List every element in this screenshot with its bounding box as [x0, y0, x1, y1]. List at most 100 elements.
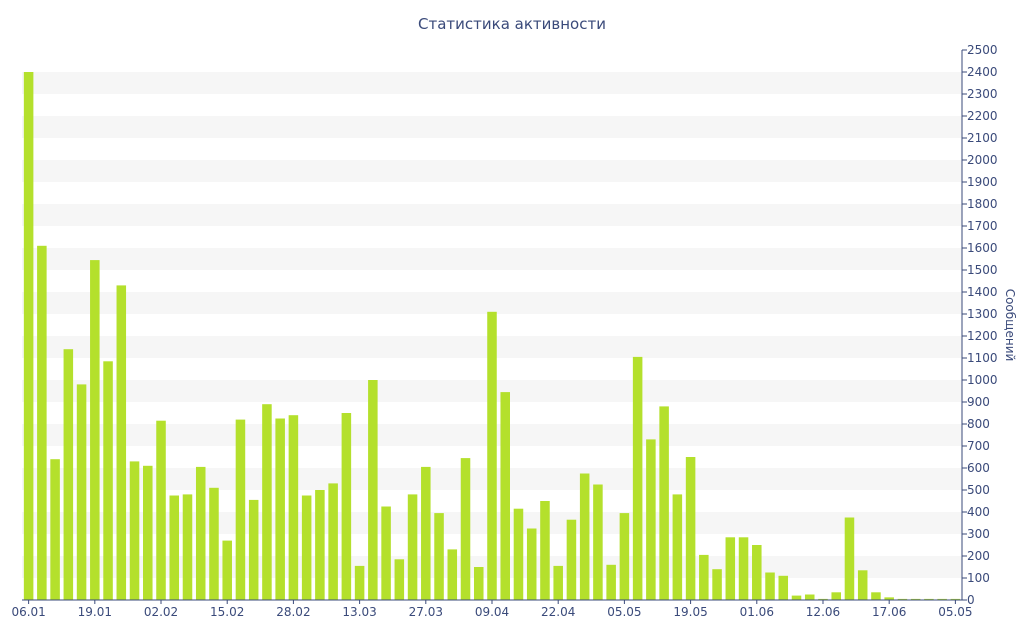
x-tick-label: 22.04: [541, 605, 575, 619]
y-tick-label: 2300: [967, 87, 998, 101]
bar: [844, 517, 855, 600]
bar: [500, 392, 510, 600]
y-axis: 0 100 200 300 400 500 600 700 800 900 1000 1100 1200…: [961, 43, 998, 607]
bar: [725, 537, 736, 600]
bar: [275, 418, 285, 600]
bar: [765, 572, 775, 600]
y-tick-label: 1600: [967, 241, 998, 255]
x-tick-label: 28.02: [276, 605, 310, 619]
y-tick-label: 800: [967, 417, 990, 431]
x-tick-label: 13.03: [342, 605, 376, 619]
bar: [646, 439, 656, 600]
bar: [37, 245, 47, 601]
x-tick-label: 15.02: [210, 605, 244, 619]
bar: [910, 598, 921, 600]
bar: [818, 598, 828, 600]
bar: [924, 598, 934, 600]
bar: [63, 349, 74, 600]
bar: [606, 564, 616, 600]
bar: [169, 495, 180, 600]
bar: [341, 413, 352, 600]
bar: [301, 495, 312, 600]
bar: [222, 540, 232, 600]
bar: [659, 406, 669, 600]
y-tick-label: 1200: [967, 329, 998, 343]
bar: [526, 528, 537, 600]
x-tick-label: 05.05: [607, 605, 641, 619]
x-tick-label: 06.01: [11, 605, 45, 619]
y-tick-label: 2100: [967, 131, 998, 145]
bar: [328, 483, 338, 600]
bar: [248, 499, 259, 600]
y-tick-label: 1100: [967, 351, 998, 365]
bar: [394, 559, 405, 600]
x-tick-label: 09.04: [475, 605, 509, 619]
x-axis: 06.01 19.01 02.02 15.02 28.02 13.03 27.03 09.04…: [11, 599, 973, 619]
bar: [447, 549, 458, 600]
bar: [421, 466, 431, 600]
y-tick-label: 1000: [967, 373, 998, 387]
bar: [434, 513, 444, 600]
y-tick-label: 500: [967, 483, 990, 497]
bar: [791, 595, 802, 600]
bar: [354, 565, 365, 600]
bar: [857, 570, 868, 600]
y-tick-label: 2000: [967, 153, 998, 167]
bar: [831, 592, 841, 600]
bar: [937, 598, 947, 600]
bars: [23, 72, 961, 601]
bar: [897, 598, 908, 600]
bar: [182, 494, 193, 600]
y-tick-label: 2400: [967, 65, 998, 79]
bar: [950, 598, 961, 600]
grid-band: [22, 160, 962, 182]
x-tick-label: 01.06: [740, 605, 774, 619]
y-tick-label: 2500: [967, 43, 998, 57]
y-tick-label: 600: [967, 461, 990, 475]
grid-band: [22, 204, 962, 226]
bar: [699, 554, 709, 600]
bar: [712, 569, 722, 600]
y-tick-label: 1500: [967, 263, 998, 277]
bar: [195, 466, 206, 600]
bar: [262, 404, 272, 600]
y-tick-label: 200: [967, 549, 990, 563]
y-tick-label: 300: [967, 527, 990, 541]
bar: [738, 537, 749, 600]
grid-band: [22, 248, 962, 270]
bar: [473, 567, 484, 600]
bar: [381, 506, 391, 600]
bar: [460, 458, 471, 600]
bar: [685, 457, 696, 600]
y-tick-label: 100: [967, 571, 990, 585]
bar: [90, 260, 100, 600]
bar: [540, 501, 550, 600]
bar: [804, 594, 815, 600]
x-tick-label: 17.06: [872, 605, 906, 619]
x-tick-label: 02.02: [144, 605, 178, 619]
bar: [778, 575, 789, 600]
bar: [672, 494, 683, 600]
bar: [566, 519, 577, 600]
bar: [487, 311, 497, 600]
bar: [632, 356, 643, 600]
grid-band: [22, 72, 962, 94]
y-tick-label: 1400: [967, 285, 998, 299]
bar: [143, 465, 153, 600]
bar: [116, 285, 127, 600]
x-tick-label: 19.01: [78, 605, 112, 619]
bar: [513, 508, 524, 600]
bar: [315, 490, 325, 600]
bar: [288, 415, 299, 600]
bar: [593, 484, 603, 600]
bar: [553, 565, 563, 600]
bar: [579, 473, 590, 600]
x-tick-label: 19.05: [673, 605, 707, 619]
bar: [50, 459, 60, 600]
grid-band: [22, 292, 962, 314]
y-tick-label: 400: [967, 505, 990, 519]
bar: [619, 513, 630, 600]
bar: [752, 545, 762, 600]
x-tick-label: 05.05: [938, 605, 972, 619]
